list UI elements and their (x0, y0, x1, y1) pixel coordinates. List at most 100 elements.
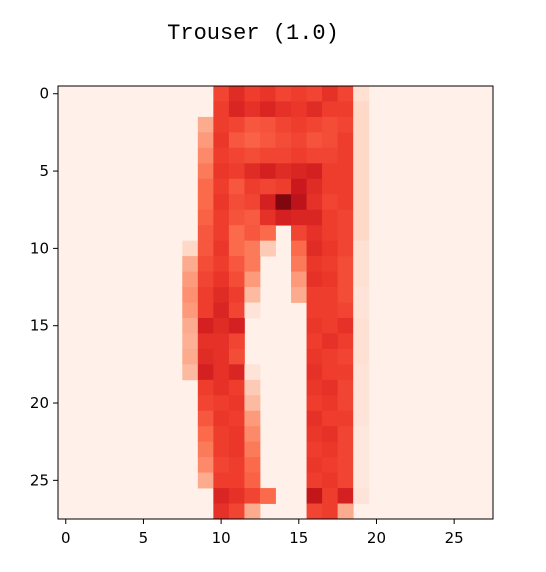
y-axis: 0 5 10 15 20 25 (30, 85, 58, 489)
heatmap-cell (228, 457, 245, 473)
heatmap-cell (291, 101, 307, 118)
heatmap-cell (244, 302, 261, 319)
heatmap-cell (244, 209, 261, 226)
heatmap-cell (322, 209, 339, 226)
heatmap-cell (244, 101, 261, 118)
heatmap-cell (322, 163, 339, 180)
heatmap-cell (228, 163, 245, 180)
heatmap-cell (213, 317, 230, 334)
heatmap-cell (275, 209, 292, 226)
heatmap-cell (353, 395, 370, 412)
heatmap-cell (322, 302, 339, 319)
heatmap-cell (197, 178, 214, 195)
heatmap-cell (337, 472, 354, 489)
heatmap-cell (244, 256, 261, 272)
heatmap-cell (322, 225, 339, 242)
heatmap-cell (213, 271, 230, 288)
heatmap-cell (213, 488, 230, 504)
heatmap-cell (197, 163, 214, 180)
heatmap-cell (197, 426, 214, 443)
heatmap-cell (259, 116, 276, 133)
heatmap-cell (182, 317, 199, 334)
heatmap-cell (275, 101, 292, 118)
heatmap-cell (228, 441, 245, 458)
heatmap-cell (322, 379, 339, 396)
heatmap-cell (306, 287, 323, 303)
heatmap-cell (353, 209, 370, 226)
heatmap-cell (353, 302, 370, 319)
heatmap-cell (306, 256, 323, 272)
x-tick-label: 15 (289, 529, 308, 547)
heatmap-cell (322, 256, 339, 272)
heatmap-cell (353, 101, 370, 118)
heatmap-cell (322, 426, 339, 443)
heatmap-cell (228, 503, 245, 520)
heatmap-cell (259, 86, 276, 102)
heatmap-cell (244, 488, 261, 504)
heatmap-cell (259, 209, 276, 226)
heatmap-cell (244, 457, 261, 473)
heatmap-cell (306, 132, 323, 149)
heatmap-cell (259, 178, 276, 195)
heatmap-cell (353, 488, 370, 504)
heatmap-cell (213, 379, 230, 396)
heatmap-cell (306, 240, 323, 257)
heatmap-cell (353, 147, 370, 164)
heatmap-cell (291, 147, 307, 164)
x-tick-label: 10 (212, 529, 231, 547)
heatmap-cell (306, 116, 323, 133)
heatmap-cell (337, 379, 354, 396)
heatmap-cell (337, 225, 354, 242)
heatmap-cell (337, 178, 354, 195)
heatmap-cell (244, 132, 261, 149)
heatmap-cell (197, 395, 214, 412)
heatmap-cell (306, 147, 323, 164)
heatmap-cell (337, 302, 354, 319)
heatmap-cell (228, 364, 245, 381)
heatmap-cell (306, 441, 323, 458)
heatmap-cell (213, 178, 230, 195)
heatmap-cell (275, 86, 292, 102)
heatmap-cell (353, 317, 370, 334)
heatmap-cell (337, 488, 354, 504)
heatmap-cell (353, 441, 370, 458)
heatmap-cell (228, 178, 245, 195)
heatmap-cell (306, 271, 323, 288)
heatmap-cell (322, 395, 339, 412)
heatmap-cell (353, 379, 370, 396)
heatmap-cell (291, 209, 307, 226)
heatmap-cell (353, 364, 370, 381)
heatmap-cell (228, 132, 245, 149)
heatmap-cell (306, 472, 323, 489)
heatmap-cell (182, 302, 199, 319)
heatmap-cell (306, 225, 323, 242)
heatmap-cell (306, 503, 323, 520)
heatmap-cell (337, 457, 354, 473)
heatmap-cell (259, 240, 276, 257)
x-axis: 0 5 10 15 20 25 (61, 519, 464, 547)
heatmap-cell (182, 256, 199, 272)
heatmap-cell (244, 163, 261, 180)
heatmap-cell (353, 457, 370, 473)
heatmap-cell (197, 240, 214, 257)
heatmap-cell (213, 163, 230, 180)
heatmap-cell (197, 457, 214, 473)
heatmap-cell (213, 101, 230, 118)
heatmap-cell (182, 271, 199, 288)
heatmap-cell (306, 457, 323, 473)
heatmap-cell (353, 256, 370, 272)
heatmap-cell (306, 317, 323, 334)
heatmap-cell (306, 101, 323, 118)
heatmap-cell (213, 348, 230, 365)
heatmap-cell (197, 410, 214, 427)
heatmap-cell (197, 271, 214, 288)
heatmap-cell (244, 287, 261, 303)
heatmap-cell (228, 348, 245, 365)
heatmap-cell (306, 209, 323, 226)
heatmap-cell (213, 132, 230, 149)
heatmap-cell (259, 132, 276, 149)
heatmap-cell (228, 379, 245, 396)
heatmap-cell (337, 348, 354, 365)
heatmap-cell (228, 410, 245, 427)
